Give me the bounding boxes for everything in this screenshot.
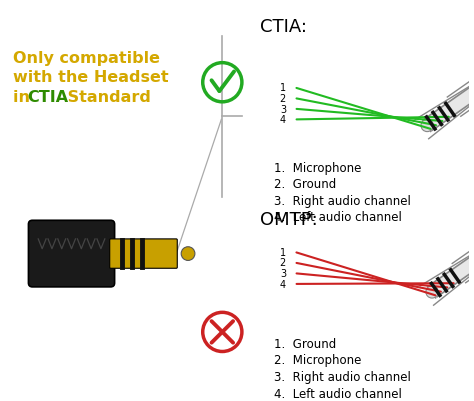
Text: with the Headset: with the Headset bbox=[13, 70, 168, 85]
Text: CTIA: CTIA bbox=[27, 90, 69, 105]
Text: 2: 2 bbox=[280, 258, 286, 268]
FancyBboxPatch shape bbox=[109, 239, 177, 269]
Text: OMTP:: OMTP: bbox=[260, 210, 317, 228]
FancyBboxPatch shape bbox=[28, 221, 115, 287]
Text: 4: 4 bbox=[280, 279, 286, 289]
Polygon shape bbox=[424, 79, 474, 131]
Text: 2: 2 bbox=[280, 94, 286, 103]
Text: 3.  Right audio channel: 3. Right audio channel bbox=[274, 370, 411, 383]
Text: 3.  Right audio channel: 3. Right audio channel bbox=[274, 194, 411, 207]
Text: 2.  Microphone: 2. Microphone bbox=[274, 354, 362, 367]
Text: 4: 4 bbox=[280, 115, 286, 125]
Text: Only compatible: Only compatible bbox=[13, 51, 160, 66]
Circle shape bbox=[426, 286, 438, 298]
Text: 3: 3 bbox=[280, 269, 286, 278]
Text: Standard: Standard bbox=[62, 90, 151, 105]
Text: 1: 1 bbox=[280, 83, 286, 93]
Text: 4.  Left audio channel: 4. Left audio channel bbox=[274, 211, 402, 224]
Text: 2.  Ground: 2. Ground bbox=[274, 178, 337, 191]
Circle shape bbox=[421, 120, 433, 132]
Polygon shape bbox=[429, 245, 474, 297]
Text: in: in bbox=[13, 90, 36, 105]
Text: 1.  Microphone: 1. Microphone bbox=[274, 161, 362, 174]
Text: CTIA:: CTIA: bbox=[260, 18, 307, 36]
Text: 4.  Left audio channel: 4. Left audio channel bbox=[274, 387, 402, 400]
Text: 3: 3 bbox=[280, 104, 286, 114]
Text: 1.  Ground: 1. Ground bbox=[274, 337, 337, 350]
Circle shape bbox=[181, 247, 195, 261]
Text: 1: 1 bbox=[280, 247, 286, 257]
